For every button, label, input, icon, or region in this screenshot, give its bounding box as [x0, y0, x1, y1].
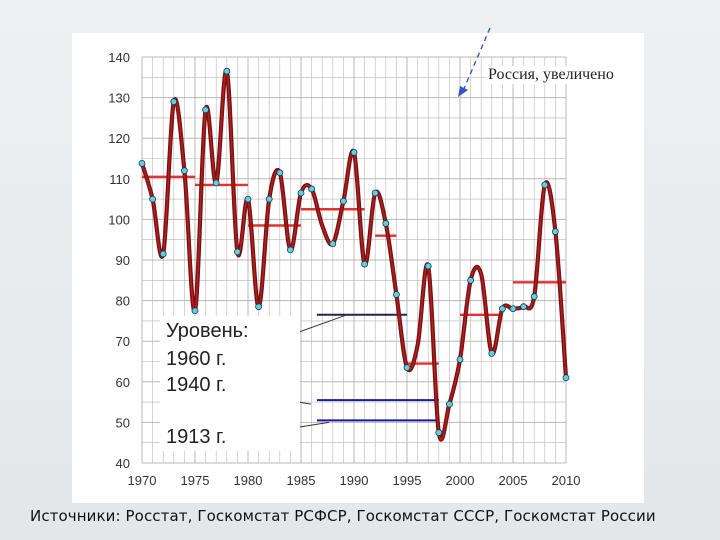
data-point: [424, 262, 432, 270]
x-tick-labels: 1970 1975 1980 1985 1990 1995 2000 2005 2010: [128, 473, 581, 488]
data-point: [329, 240, 337, 248]
data-point: [552, 228, 559, 235]
data-point: [456, 356, 464, 363]
data-point: [509, 305, 517, 313]
data-point: [223, 67, 231, 75]
data-point: [159, 250, 167, 258]
data-points: [138, 67, 570, 436]
data-point: [233, 248, 241, 256]
data-point: [392, 291, 400, 298]
data-point: [435, 429, 443, 436]
x-tick-label: 1970: [128, 473, 157, 488]
y-tick-label: 120: [108, 131, 130, 146]
data-point: [308, 185, 316, 193]
y-tick-label: 60: [116, 375, 130, 390]
data-point: [562, 374, 570, 382]
callout-label: Россия, увеличено: [486, 66, 616, 84]
y-tick-label: 130: [108, 91, 130, 106]
legend-title: Уровень:: [166, 320, 249, 342]
data-point: [170, 98, 178, 106]
y-tick-label: 70: [116, 334, 130, 349]
x-tick-label: 2010: [552, 473, 581, 488]
data-point: [530, 293, 538, 300]
data-point: [244, 195, 252, 203]
callout-arrow-line: [462, 27, 491, 92]
data-point: [361, 260, 369, 268]
y-tick-label: 80: [116, 294, 130, 309]
legend-item-1940: 1940 г.: [166, 374, 227, 396]
callout-arrow-head: [458, 86, 468, 97]
data-point: [350, 149, 358, 156]
y-tick-label: 40: [116, 456, 130, 471]
y-tick-labels: 40 50 60 70 80 90 100 110 120 130 140: [108, 50, 130, 471]
source-caption: Источники: Росстат, Госкомстат РСФСР, Го…: [30, 507, 656, 525]
x-tick-label: 1985: [287, 473, 316, 488]
data-point: [488, 349, 496, 357]
legend-item-1913: 1913 г.: [166, 426, 227, 448]
x-tick-label: 1980: [234, 473, 263, 488]
y-tick-label: 110: [109, 172, 130, 187]
data-point: [202, 106, 210, 114]
data-point: [212, 179, 220, 187]
legend-box: [160, 316, 300, 451]
data-point: [297, 189, 305, 197]
data-point: [138, 159, 146, 167]
y-tick-label: 140: [108, 50, 130, 65]
data-point: [467, 276, 475, 284]
data-point: [276, 169, 284, 177]
data-point: [265, 195, 273, 203]
y-tick-label: 90: [116, 253, 130, 268]
data-point: [498, 305, 506, 313]
data-point: [371, 189, 379, 197]
x-tick-label: 2005: [499, 473, 528, 488]
data-point: [541, 181, 549, 189]
data-point: [286, 246, 294, 254]
data-point: [520, 303, 527, 311]
data-point: [382, 220, 390, 227]
reference-levels: [316, 313, 439, 422]
data-point: [403, 364, 411, 371]
data-point: [255, 303, 263, 311]
data-point: [149, 195, 157, 203]
data-point: [339, 197, 347, 205]
y-tick-label: 50: [116, 415, 130, 430]
x-tick-label: 1975: [181, 473, 210, 488]
data-point: [191, 307, 199, 315]
legend-item-1960: 1960 г.: [166, 348, 227, 370]
x-tick-label: 1995: [393, 473, 422, 488]
data-point: [445, 400, 453, 408]
data-point: [180, 167, 188, 175]
x-tick-label: 2000: [446, 473, 475, 488]
y-tick-label: 100: [108, 212, 130, 227]
callout-arrow: [458, 27, 491, 97]
x-tick-label: 1990: [340, 473, 369, 488]
